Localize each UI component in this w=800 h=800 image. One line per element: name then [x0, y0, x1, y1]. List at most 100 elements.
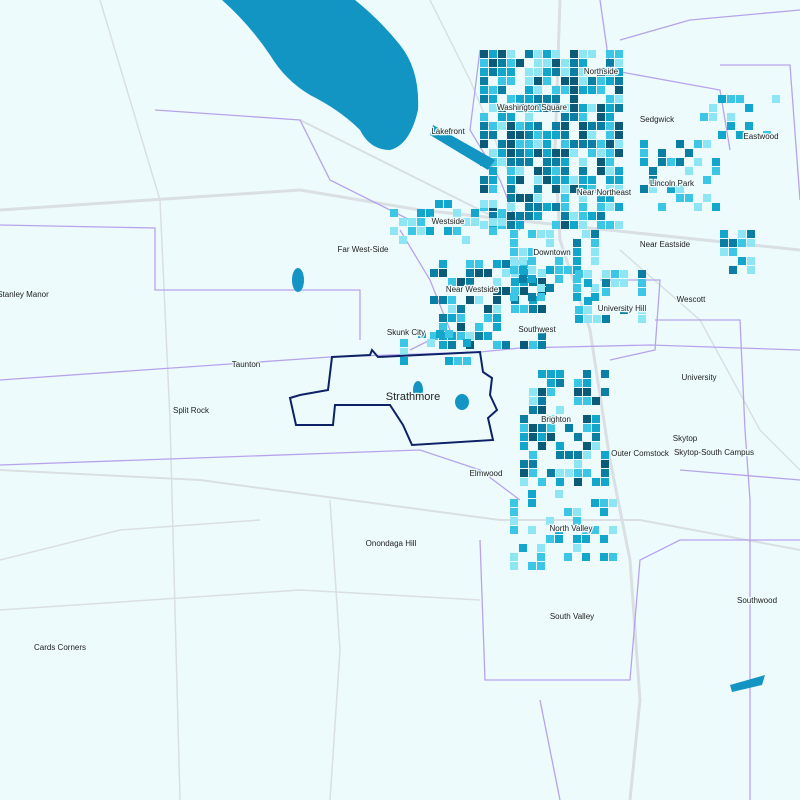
block [600, 535, 608, 543]
block [763, 131, 771, 139]
pond [455, 394, 469, 410]
block [489, 104, 497, 112]
block [620, 306, 628, 314]
block [534, 104, 542, 112]
block [444, 227, 452, 235]
block [579, 50, 587, 58]
block [498, 50, 506, 58]
block [507, 131, 515, 139]
block [538, 424, 546, 432]
block [493, 323, 501, 331]
block [591, 293, 599, 301]
block [547, 379, 555, 387]
selected-area-outline[interactable] [288, 348, 499, 447]
block [556, 451, 564, 459]
park [430, 125, 495, 170]
block [484, 305, 492, 313]
block [511, 287, 519, 295]
place-label: Washington Square [497, 103, 568, 112]
block [597, 113, 605, 121]
block [606, 50, 614, 58]
block [703, 140, 711, 148]
block [493, 305, 501, 313]
block [466, 269, 474, 277]
block [529, 460, 537, 468]
block [444, 200, 452, 208]
place-label: Southwest [518, 325, 556, 334]
block [507, 95, 515, 103]
block [525, 113, 533, 121]
block [480, 50, 488, 58]
block [439, 314, 447, 322]
block [493, 314, 501, 322]
block [640, 158, 648, 166]
block [436, 330, 444, 338]
block [552, 176, 560, 184]
block [588, 149, 596, 157]
block [528, 275, 536, 283]
block [615, 50, 623, 58]
place-label: University Hill [598, 304, 647, 313]
block [534, 140, 542, 148]
block [543, 59, 551, 67]
block [529, 469, 537, 477]
block [552, 59, 560, 67]
block [543, 140, 551, 148]
block [685, 167, 693, 175]
block [534, 185, 542, 193]
place-label: Skunk City [387, 328, 425, 337]
block [489, 122, 497, 130]
block [489, 218, 497, 226]
block [606, 113, 614, 121]
block [525, 158, 533, 166]
block [457, 323, 465, 331]
block [480, 200, 488, 208]
block [588, 77, 596, 85]
block [529, 433, 537, 441]
block [534, 194, 542, 202]
block [597, 77, 605, 85]
block [565, 424, 573, 432]
block [564, 553, 572, 561]
block [638, 306, 646, 314]
block [588, 122, 596, 130]
block [600, 553, 608, 561]
block [520, 287, 528, 295]
block [448, 341, 456, 349]
block [583, 370, 591, 378]
block [538, 433, 546, 441]
block [601, 370, 609, 378]
block [543, 176, 551, 184]
block [507, 113, 515, 121]
block [727, 113, 735, 121]
block [584, 279, 592, 287]
block [543, 95, 551, 103]
block [561, 59, 569, 67]
block [561, 122, 569, 130]
block [615, 185, 623, 193]
block [615, 149, 623, 157]
block [462, 236, 470, 244]
block [520, 469, 528, 477]
place-label: Brighton [541, 415, 571, 424]
block [493, 278, 501, 286]
block [480, 140, 488, 148]
block [457, 332, 465, 340]
block [538, 332, 546, 340]
block [561, 77, 569, 85]
block [417, 209, 425, 217]
block [570, 113, 578, 121]
block [480, 113, 488, 121]
block [584, 270, 592, 278]
block [502, 260, 510, 268]
block [574, 397, 582, 405]
block [507, 59, 515, 67]
block [489, 131, 497, 139]
block [519, 544, 527, 552]
block [582, 553, 590, 561]
block [606, 68, 614, 76]
block [602, 315, 610, 323]
block [480, 131, 488, 139]
block [600, 499, 608, 507]
block [588, 212, 596, 220]
